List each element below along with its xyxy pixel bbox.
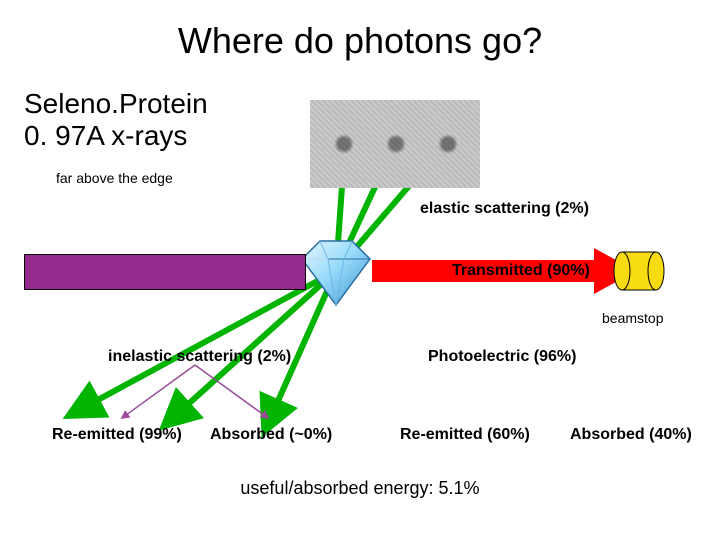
- slide-title: Where do photons go?: [0, 20, 720, 62]
- label-reemit-left: Re-emitted (99%): [52, 426, 182, 444]
- label-beamstop: beamstop: [602, 310, 663, 326]
- label-reemit-right: Re-emitted (60%): [400, 426, 530, 444]
- beamstop-shape: [614, 252, 664, 290]
- edge-note: far above the edge: [56, 170, 173, 186]
- slide-subtitle: Seleno.Protein 0. 97A x-rays: [24, 88, 208, 152]
- label-transmitted: Transmitted (90%): [452, 262, 590, 280]
- label-absorbed-right: Absorbed (40%): [570, 426, 692, 444]
- subtitle-line1: Seleno.Protein: [24, 88, 208, 119]
- summary-line: useful/absorbed energy: 5.1%: [0, 478, 720, 499]
- subtitle-line2: 0. 97A x-rays: [24, 120, 187, 151]
- label-inelastic: inelastic scattering (2%): [108, 348, 291, 366]
- incoming-beam-bar: [24, 254, 306, 290]
- label-elastic: elastic scattering (2%): [420, 200, 589, 218]
- label-absorbed-left: Absorbed (~0%): [210, 426, 332, 444]
- label-photoelectric: Photoelectric (96%): [428, 348, 576, 366]
- detector-noise-patch: [310, 100, 480, 188]
